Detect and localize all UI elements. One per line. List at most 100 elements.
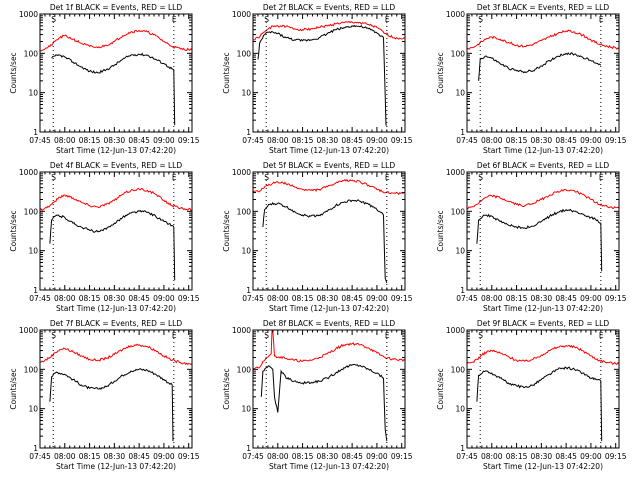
events-series-line [476,366,603,442]
x-tick-label: 08:00 [481,294,503,303]
time-marker-label: E [172,15,177,24]
lld-series-line [466,344,620,366]
detector-panel: Det 5f BLACK = Events, RED = LLD S E 1 10 100… [222,161,413,313]
x-tick-label: 08:00 [54,294,76,303]
lld-series-line [253,20,406,41]
y-tick-label: 1000 [232,168,251,177]
x-axis-label: Start Time (12-Jun-13 07:42:20) [483,304,603,313]
y-tick-label: 1 [246,286,251,295]
time-marker-label: E [599,15,604,24]
y-axis-label: Counts/sec [9,368,18,409]
x-tick-label: 09:15 [178,294,200,303]
y-tick-label: 10 [455,89,465,98]
y-tick-label: 100 [451,207,466,216]
time-marker-label: S [51,331,56,340]
y-tick-label: 10 [241,405,251,414]
x-axis-label: Start Time (12-Jun-13 07:42:20) [56,146,176,155]
x-tick-label: 08:15 [292,294,314,303]
y-tick-label: 100 [237,49,252,58]
panel-title: Det 4f BLACK = Events, RED = LLD [50,161,183,170]
time-marker-label: E [599,331,604,340]
y-tick-label: 1000 [446,10,465,19]
time-marker-label: E [172,331,177,340]
y-tick-label: 10 [241,247,251,256]
x-axis-label: Start Time (12-Jun-13 07:42:20) [269,462,389,471]
time-marker-label: S [478,15,483,24]
events-series-line [476,208,603,272]
events-series-line [51,52,176,126]
x-tick-label: 08:45 [128,136,150,145]
plot-frame [252,13,406,133]
x-tick-label: 08:45 [555,294,577,303]
x-axis-label: Start Time (12-Jun-13 07:42:20) [483,146,603,155]
panel-title: Det 5f BLACK = Events, RED = LLD [263,161,396,170]
x-tick-label: 07:45 [29,452,51,461]
x-tick-label: 08:30 [317,136,339,145]
x-tick-label: 08:45 [128,452,150,461]
panel-title: Det 9f BLACK = Events, RED = LLD [477,319,610,328]
lld-series-line [39,187,193,212]
x-tick-label: 08:30 [104,452,126,461]
x-tick-label: 08:45 [341,294,363,303]
x-tick-label: 08:30 [317,452,339,461]
detector-panel: Det 1f BLACK = Events, RED = LLD S E 1 10 100… [9,3,200,155]
x-tick-label: 07:45 [242,136,264,145]
x-tick-label: 09:00 [580,136,602,145]
x-tick-label: 07:45 [29,136,51,145]
x-tick-label: 09:15 [391,452,413,461]
x-tick-label: 07:45 [456,294,478,303]
time-marker-label: E [385,331,390,340]
events-series-line [260,363,388,442]
lld-series-line [252,178,406,196]
x-axis-label: Start Time (12-Jun-13 07:42:20) [56,462,176,471]
y-axis-label: Counts/sec [222,52,231,93]
y-tick-label: 1000 [232,326,251,335]
y-tick-label: 100 [24,49,39,58]
x-tick-label: 09:15 [391,136,413,145]
y-axis-label: Counts/sec [9,210,18,251]
y-tick-label: 100 [451,365,466,374]
y-tick-label: 10 [455,247,465,256]
y-tick-label: 100 [24,207,39,216]
time-marker-label: S [478,173,483,182]
detector-panel: Det 8f BLACK = Events, RED = LLD S E 1 10 100… [222,319,413,471]
x-tick-label: 08:00 [54,136,76,145]
time-marker-label: S [264,173,269,182]
events-series-line [478,52,602,81]
y-tick-label: 1 [460,128,465,137]
detector-panel: Det 9f BLACK = Events, RED = LLD S E 1 10 100… [436,319,627,471]
plot-frame [39,329,193,449]
x-tick-label: 08:45 [341,136,363,145]
x-tick-label: 09:00 [153,452,175,461]
x-tick-label: 08:15 [79,136,101,145]
x-tick-label: 09:15 [178,452,200,461]
y-axis-label: Counts/sec [436,52,445,93]
x-tick-label: 07:45 [242,452,264,461]
x-tick-label: 09:00 [366,136,388,145]
panel-title: Det 8f BLACK = Events, RED = LLD [263,319,396,328]
y-tick-label: 100 [24,365,39,374]
time-marker-label: S [51,173,56,182]
x-tick-label: 08:30 [531,136,553,145]
x-tick-label: 08:45 [128,294,150,303]
time-marker-label: S [264,331,269,340]
x-tick-label: 08:00 [267,294,289,303]
x-tick-label: 08:15 [79,294,101,303]
y-tick-label: 1 [460,286,465,295]
x-tick-label: 09:00 [366,294,388,303]
x-tick-label: 09:15 [391,294,413,303]
lld-series-line [466,188,620,210]
time-marker-label: S [51,15,56,24]
panel-title: Det 3f BLACK = Events, RED = LLD [477,3,610,12]
x-tick-label: 09:00 [153,294,175,303]
y-tick-label: 1 [33,128,38,137]
time-marker-label: E [172,173,177,182]
y-tick-label: 100 [237,207,252,216]
x-tick-label: 08:15 [292,136,314,145]
x-tick-label: 07:45 [29,294,51,303]
plot-frame [466,13,620,133]
x-tick-label: 09:15 [605,136,627,145]
plot-frame [39,171,193,291]
time-marker-label: E [385,15,390,24]
